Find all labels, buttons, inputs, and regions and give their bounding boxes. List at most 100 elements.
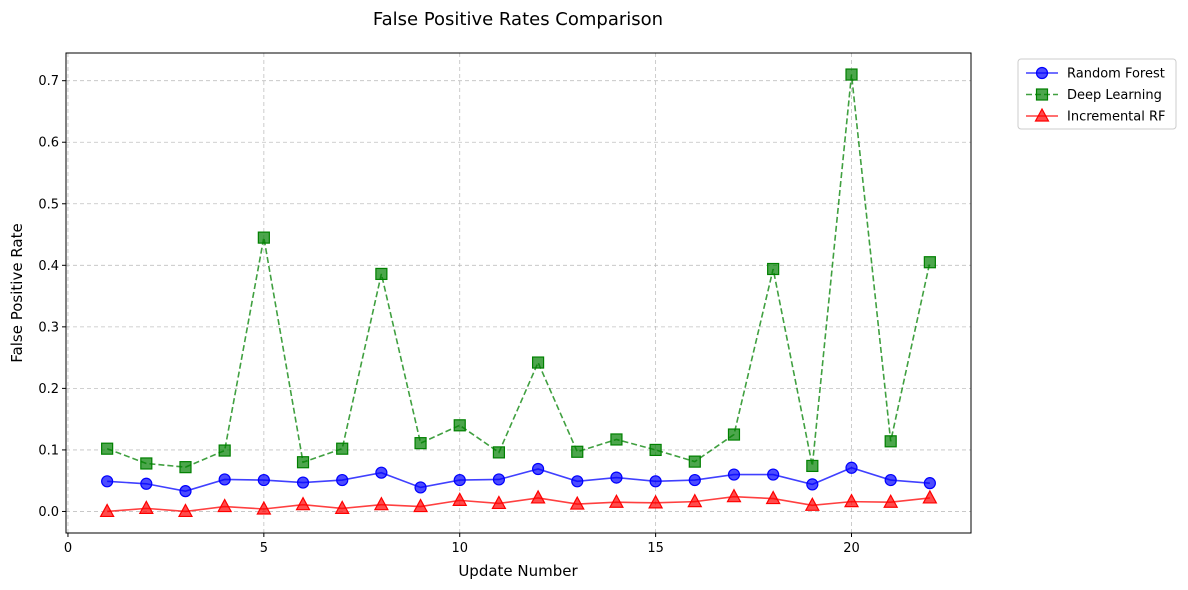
data-point-incremental-rf bbox=[530, 489, 546, 504]
legend-label-incremental-rf: Incremental RF bbox=[1067, 110, 1166, 125]
data-point-random-forest bbox=[531, 462, 545, 476]
y-tick-label: 0.4 bbox=[38, 259, 59, 274]
data-point-random-forest bbox=[453, 473, 466, 487]
data-point-random-forest bbox=[296, 476, 310, 489]
data-point-deep-learning bbox=[610, 433, 623, 446]
y-axis-title: False Positive Rate bbox=[8, 223, 26, 362]
data-point-incremental-rf bbox=[648, 494, 664, 509]
x-axis-title: Update Number bbox=[458, 562, 578, 580]
data-point-random-forest bbox=[414, 481, 427, 494]
data-point-deep-learning bbox=[492, 446, 506, 459]
data-point-random-forest bbox=[336, 473, 349, 487]
data-point-incremental-rf bbox=[99, 503, 115, 518]
data-point-random-forest bbox=[257, 473, 270, 487]
data-point-random-forest bbox=[727, 468, 741, 481]
series-incremental-rf bbox=[99, 488, 938, 518]
data-point-random-forest bbox=[179, 485, 192, 498]
plot-area-frame bbox=[65, 52, 972, 534]
series-line-deep-learning bbox=[106, 74, 931, 468]
data-point-incremental-rf bbox=[491, 495, 507, 510]
data-point-deep-learning bbox=[727, 428, 741, 441]
axis-ticks: 0 5 10 15 20 0.0 0.1 0.2 0.3 0.4 0.5 0.6 0.7 bbox=[38, 74, 859, 556]
legend-label-random-forest: Random Forest bbox=[1067, 67, 1165, 82]
data-point-random-forest bbox=[845, 461, 858, 474]
data-point-incremental-rf bbox=[373, 496, 389, 511]
data-point-deep-learning bbox=[296, 456, 310, 469]
data-point-deep-learning bbox=[414, 437, 427, 450]
legend-label-deep-learning: Deep Learning bbox=[1067, 88, 1162, 103]
data-point-random-forest bbox=[101, 475, 114, 488]
series-line-incremental-rf bbox=[107, 495, 930, 513]
data-point-deep-learning bbox=[531, 356, 545, 369]
legend-frame bbox=[1017, 58, 1177, 130]
data-point-incremental-rf bbox=[608, 493, 624, 508]
data-point-incremental-rf bbox=[883, 493, 899, 508]
y-tick-label: 0.6 bbox=[38, 136, 59, 151]
data-point-deep-learning bbox=[336, 442, 349, 455]
y-tick-label: 0.0 bbox=[38, 505, 59, 520]
data-point-incremental-rf bbox=[295, 496, 311, 511]
y-tick-label: 0.2 bbox=[38, 382, 59, 397]
data-point-incremental-rf bbox=[922, 489, 938, 504]
data-point-deep-learning bbox=[688, 455, 701, 468]
series-line-random-forest bbox=[107, 466, 930, 492]
data-point-deep-learning bbox=[375, 267, 388, 281]
data-point-random-forest bbox=[884, 473, 897, 487]
legend-item-incremental-rf: Incremental RF bbox=[1026, 107, 1166, 125]
data-point-deep-learning bbox=[649, 443, 662, 457]
data-point-incremental-rf bbox=[177, 503, 193, 518]
x-tick-label: 5 bbox=[260, 541, 268, 556]
data-point-random-forest bbox=[492, 473, 506, 486]
data-point-deep-learning bbox=[571, 445, 584, 458]
data-point-incremental-rf bbox=[413, 498, 429, 513]
data-point-deep-learning bbox=[218, 444, 231, 457]
data-point-deep-learning bbox=[179, 461, 192, 474]
data-point-deep-learning bbox=[845, 68, 858, 81]
data-point-deep-learning bbox=[767, 262, 780, 276]
data-point-incremental-rf bbox=[765, 490, 781, 505]
series-random-forest bbox=[101, 461, 936, 498]
data-point-random-forest bbox=[140, 477, 153, 490]
y-tick-label: 0.1 bbox=[38, 443, 59, 458]
data-point-random-forest bbox=[375, 466, 388, 479]
series-deep-learning bbox=[101, 68, 936, 474]
data-point-incremental-rf bbox=[844, 493, 860, 508]
data-point-random-forest bbox=[688, 473, 701, 487]
data-point-incremental-rf bbox=[569, 495, 585, 510]
legend: Random Forest Deep Learning Incremental RF bbox=[1017, 58, 1177, 130]
data-point-random-forest bbox=[610, 471, 623, 484]
data-point-random-forest bbox=[218, 473, 231, 486]
legend-marker-incremental-rf bbox=[1034, 107, 1050, 122]
data-point-deep-learning bbox=[453, 419, 466, 432]
data-point-incremental-rf bbox=[334, 500, 350, 514]
data-point-incremental-rf bbox=[138, 500, 154, 514]
x-tick-label: 10 bbox=[451, 541, 468, 556]
data-point-incremental-rf bbox=[726, 488, 742, 503]
legend-marker-random-forest bbox=[1035, 66, 1049, 80]
data-point-incremental-rf bbox=[804, 497, 820, 511]
data-point-random-forest bbox=[767, 468, 780, 481]
x-tick-label: 0 bbox=[64, 541, 72, 556]
data-point-incremental-rf bbox=[687, 493, 703, 508]
chart-title: False Positive Rates Comparison bbox=[373, 9, 663, 30]
y-tick-label: 0.5 bbox=[38, 197, 59, 212]
grid-lines bbox=[66, 53, 971, 533]
data-point-incremental-rf bbox=[452, 492, 468, 506]
data-point-deep-learning bbox=[884, 435, 897, 448]
data-point-deep-learning bbox=[923, 256, 936, 269]
y-tick-label: 0.7 bbox=[38, 74, 59, 89]
data-point-deep-learning bbox=[140, 457, 153, 470]
legend-item-random-forest: Random Forest bbox=[1026, 67, 1165, 82]
legend-item-deep-learning: Deep Learning bbox=[1026, 88, 1162, 103]
data-point-deep-learning bbox=[257, 231, 270, 244]
y-tick-label: 0.3 bbox=[38, 320, 59, 335]
data-point-random-forest bbox=[571, 475, 584, 488]
data-point-deep-learning bbox=[806, 459, 819, 473]
x-tick-label: 15 bbox=[647, 541, 664, 556]
data-point-incremental-rf bbox=[256, 500, 272, 515]
data-point-deep-learning bbox=[101, 442, 114, 455]
data-point-random-forest bbox=[923, 477, 936, 490]
data-point-random-forest bbox=[806, 478, 819, 491]
